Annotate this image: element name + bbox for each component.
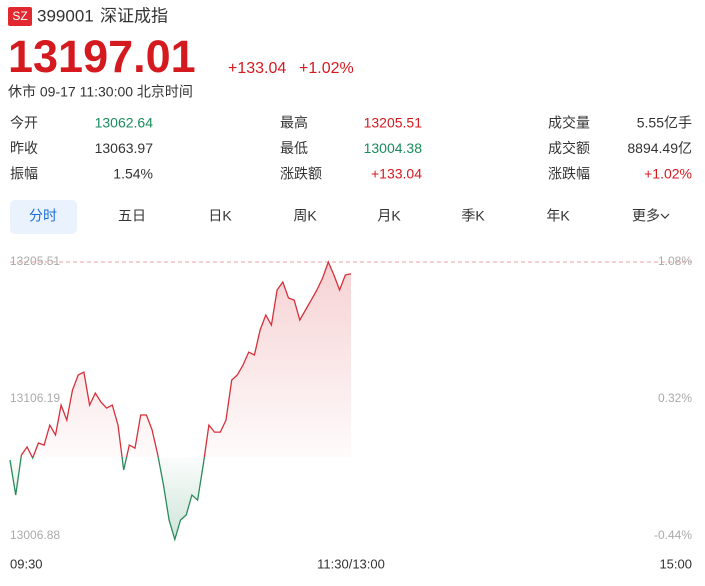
tab[interactable]: 更多 [632,208,660,224]
y2-tick-label: 0.32% [658,391,692,405]
stat-value: 1.54% [113,166,153,182]
market-badge-bg [8,7,32,26]
stat-value: +133.04 [371,166,422,182]
stat-value: 13063.97 [95,140,154,156]
stat-label: 涨跌额 [280,166,322,182]
stat-label: 振幅 [10,166,38,182]
index-code: 399001 [37,6,94,25]
y-tick-label: 13205.51 [10,254,60,268]
more-chevron [660,213,670,219]
y-tick-label: 13006.88 [10,528,60,542]
stat-label: 今开 [10,115,38,131]
price-area [10,262,351,540]
y2-tick-label: -0.44% [654,528,692,542]
tab[interactable]: 月K [377,208,401,224]
x-tick-label: 09:30 [10,556,43,571]
x-tick-label: 15:00 [659,556,692,571]
x-tick-label: 11:30/13:00 [317,556,385,571]
active-tab-bg [10,200,77,234]
y2-tick-label: 1.08% [658,254,692,268]
stat-label: 昨收 [10,140,38,156]
stat-value: +1.02% [644,166,692,182]
stat-value: 13205.51 [364,115,423,131]
stat-value: 13062.64 [95,115,154,131]
price-line [9,260,352,542]
change-pct: +1.02% [299,60,354,77]
index-name: 深证成指 [100,6,168,25]
market-badge: SZ [12,9,27,23]
tab[interactable]: 年K [546,208,570,224]
tab[interactable]: 分时 [29,208,57,224]
price: 13197.01 [8,31,196,82]
stat-value: 13004.38 [364,140,423,156]
tab[interactable]: 日K [208,208,232,224]
y-tick-label: 13106.19 [10,391,60,405]
stat-label: 最高 [280,115,308,131]
tab[interactable]: 周K [293,208,317,224]
market-status: 休市 09-17 11:30:00 北京时间 [8,84,193,100]
tab[interactable]: 季K [461,208,485,224]
tab[interactable]: 五日 [118,208,146,224]
stat-label: 成交量 [548,115,590,131]
stat-value: 5.55亿手 [637,115,692,131]
stat-label: 成交额 [548,140,590,156]
stat-value: 8894.49亿 [627,140,692,156]
stat-label: 最低 [280,140,308,156]
change: +133.04 [228,60,286,77]
stat-label: 涨跌幅 [548,166,590,182]
